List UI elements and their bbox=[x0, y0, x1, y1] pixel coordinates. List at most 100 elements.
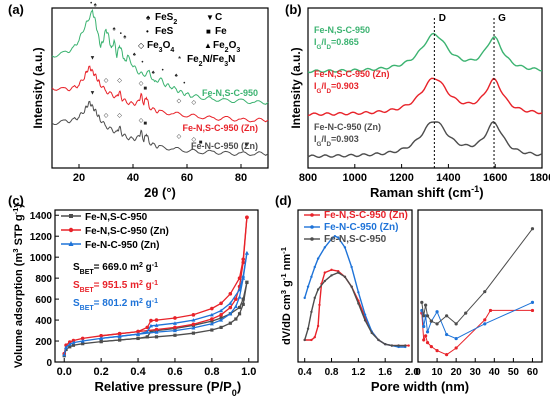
bet-data-point bbox=[99, 333, 103, 338]
raman-ratio-label: IG/ID=0.903 bbox=[314, 134, 359, 148]
pore-left-point bbox=[377, 338, 380, 342]
pore-right-tick-label: 0 bbox=[415, 367, 421, 378]
raman-series-label: Fe-N,S-C-950 (Zn) bbox=[314, 69, 390, 79]
pore-right-point bbox=[530, 308, 535, 313]
pore-left-point bbox=[343, 246, 347, 249]
bet-legend-marker bbox=[68, 227, 74, 233]
pore-right-point bbox=[454, 336, 458, 341]
bet-data-point bbox=[209, 312, 214, 317]
pore-left-point bbox=[303, 296, 306, 300]
pore-right-point bbox=[425, 341, 430, 345]
pore-left-point bbox=[363, 319, 367, 322]
pore-right-point bbox=[425, 314, 430, 318]
pore-left-point bbox=[330, 274, 333, 277]
bet-data-point bbox=[149, 330, 153, 334]
panel-label-b: (b) bbox=[285, 2, 302, 17]
bet-y-axis-label: Volume adsorption (m3 STP g-1) bbox=[11, 204, 26, 368]
bet-data-point bbox=[241, 297, 245, 301]
xrd-peak-marker: ◇ bbox=[117, 113, 122, 119]
raman-peak-label: D bbox=[439, 13, 446, 24]
pore-legend-label: Fe-N,S-C-950 (Zn) bbox=[324, 210, 408, 221]
bet-data-point bbox=[245, 280, 249, 284]
xrd-legend-symbol: ▼ bbox=[206, 13, 214, 22]
bet-y-tick-label: 1400 bbox=[30, 211, 53, 222]
pore-right-point bbox=[425, 330, 430, 334]
bet-data-point bbox=[80, 336, 85, 341]
xrd-peak-marker: ♠ bbox=[175, 73, 179, 79]
pore-left-line bbox=[304, 235, 406, 348]
xrd-legend-symbol: • bbox=[146, 27, 149, 36]
bet-legend-label: Fe-N,S-C-950 bbox=[85, 212, 148, 223]
bet-sbet-label: SBET= 801.2 m2 g-1 bbox=[73, 298, 158, 312]
xrd-peak-marker: ▼ bbox=[90, 55, 96, 61]
pore-left-point bbox=[357, 302, 360, 305]
bet-data-point bbox=[237, 305, 242, 310]
pore-left-point bbox=[310, 310, 313, 314]
xrd-peak-marker: ■ bbox=[143, 121, 147, 127]
xrd-series-label: Fe-N-C-950 (Zn) bbox=[191, 141, 258, 151]
pore-left-point bbox=[313, 335, 316, 339]
pore-left-point bbox=[363, 313, 367, 316]
xrd-peak-marker: ◇ bbox=[104, 78, 109, 84]
pore-left-point bbox=[323, 271, 327, 274]
bet-data-point bbox=[233, 304, 238, 309]
bet-data-point bbox=[173, 325, 177, 330]
bet-data-point bbox=[228, 292, 233, 296]
pore-left-point bbox=[310, 338, 313, 342]
bet-data-point bbox=[244, 250, 249, 255]
pore-left-point bbox=[306, 327, 310, 330]
pore-left-point bbox=[350, 285, 353, 288]
pore-right-point bbox=[488, 308, 493, 313]
bet-data-point bbox=[145, 325, 150, 330]
xrd-series-line bbox=[51, 100, 269, 157]
pore-right-point bbox=[530, 300, 535, 304]
bet-data-point bbox=[237, 276, 242, 280]
bet-data-point bbox=[117, 338, 122, 342]
bet-x-axis-label: Relative pressure (P/P0) bbox=[95, 379, 242, 398]
pore-right-point bbox=[464, 311, 468, 315]
pore-right-point bbox=[445, 332, 449, 337]
pore-right-point bbox=[530, 227, 535, 231]
bet-x-tick-label: 0.6 bbox=[167, 366, 182, 378]
xrd-peak-marker: ◇ bbox=[191, 137, 196, 143]
xrd-peak-marker: ♠ bbox=[123, 35, 127, 41]
bet-data-point bbox=[228, 305, 233, 310]
raman-x-tick-label: 1200 bbox=[389, 172, 413, 184]
xrd-peak-marker: ■ bbox=[143, 86, 147, 92]
pore-left-point bbox=[337, 271, 340, 274]
bet-x-tick-label: 0.2 bbox=[93, 366, 108, 378]
bet-data-point bbox=[68, 345, 72, 349]
bet-data-point bbox=[71, 340, 76, 345]
xrd-x-tick-label: 40 bbox=[127, 172, 139, 184]
xrd-legend-symbol: ▲ bbox=[204, 41, 212, 50]
bet-data-point bbox=[172, 321, 177, 325]
pore-right-frame bbox=[417, 209, 543, 363]
pore-left-point bbox=[313, 296, 316, 300]
bet-data-point bbox=[154, 330, 159, 334]
pore-right-point bbox=[435, 310, 439, 314]
raman-x-tick-label: 1000 bbox=[343, 172, 367, 184]
pore-right-tick-label: 60 bbox=[527, 367, 539, 378]
bet-data-point bbox=[173, 316, 177, 320]
pore-right-point bbox=[454, 322, 458, 326]
pore-left-point bbox=[383, 342, 387, 346]
pore-left-tick-label: 2.0 bbox=[405, 367, 419, 378]
xrd-x-axis-label: 2θ (°) bbox=[144, 185, 176, 200]
xrd-peak-marker: ◇ bbox=[117, 78, 122, 84]
xrd-peak-marker: • bbox=[120, 31, 122, 37]
bet-data-point bbox=[228, 311, 233, 316]
bet-data-point bbox=[191, 325, 196, 330]
bet-data-point bbox=[154, 335, 159, 339]
pore-right-point bbox=[435, 322, 439, 326]
pore-right-point bbox=[483, 318, 487, 322]
bet-data-point bbox=[154, 323, 159, 327]
bet-data-point bbox=[245, 215, 249, 220]
pore-left-point bbox=[316, 324, 320, 328]
pore-legend-label: Fe-N,S-C-950 bbox=[324, 234, 387, 245]
raman-series-line bbox=[307, 32, 542, 74]
raman-series-label: Fe-N-C-950 (Zn) bbox=[314, 122, 381, 132]
bet-data-point bbox=[191, 322, 196, 327]
pore-left-point bbox=[337, 236, 340, 239]
bet-y-tick-label: 200 bbox=[35, 337, 52, 348]
